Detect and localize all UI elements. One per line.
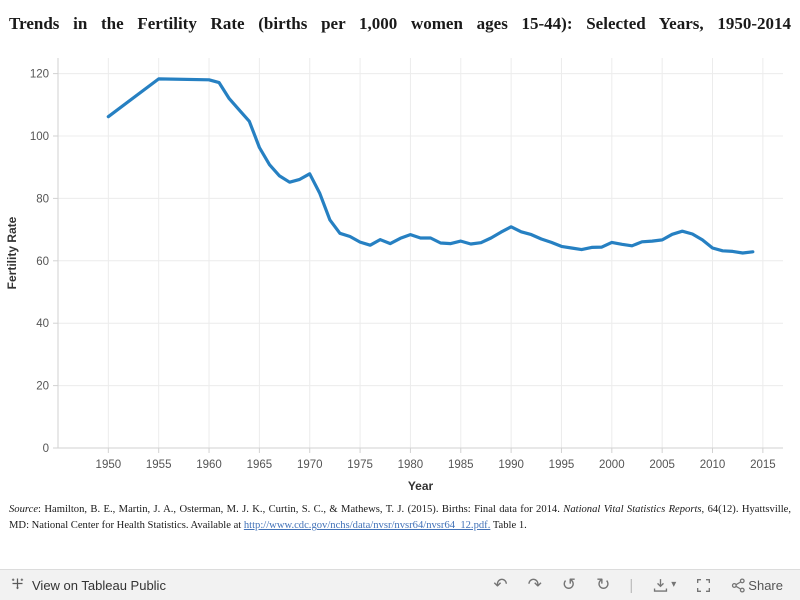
svg-text:1990: 1990 <box>498 459 524 471</box>
svg-text:1980: 1980 <box>398 459 424 471</box>
refresh-button[interactable]: ↻ <box>589 576 617 595</box>
tableau-toolbar: View on Tableau Public ↶ ↷ ↺ ↻ | ▾ <box>0 569 800 600</box>
source-label: Source <box>9 504 39 515</box>
svg-text:Fertility Rate: Fertility Rate <box>5 216 19 289</box>
svg-text:60: 60 <box>36 256 49 268</box>
svg-text:Year: Year <box>408 479 434 493</box>
fertility-rate-line-chart[interactable]: 0 20 40 60 80 100 120 1950 1955 1960 1965 1970 1975 1… <box>0 38 800 498</box>
revert-icon: ↺ <box>561 574 577 595</box>
chart-title: Trends in the Fertility Rate (births per… <box>9 14 791 33</box>
view-on-tableau-public-label: View on Tableau Public <box>32 577 166 593</box>
svg-text:0: 0 <box>43 443 49 455</box>
redo-icon: ↷ <box>527 574 542 595</box>
svg-text:20: 20 <box>36 381 49 393</box>
svg-text:80: 80 <box>36 193 49 205</box>
tableau-logo-icon <box>10 576 25 594</box>
svg-text:1965: 1965 <box>247 459 273 471</box>
source-text-1: : Hamilton, B. E., Martin, J. A., Osterm… <box>38 504 564 515</box>
refresh-icon: ↻ <box>596 574 611 595</box>
svg-text:1985: 1985 <box>448 459 474 471</box>
svg-text:40: 40 <box>36 318 49 330</box>
source-link[interactable]: http://www.cdc.gov/nchs/data/nvsr/nvsr64… <box>243 520 491 532</box>
undo-button[interactable]: ↶ <box>486 576 514 595</box>
share-button[interactable]: Share <box>724 577 790 594</box>
toolbar-actions: ↶ ↷ ↺ ↻ | ▾ <box>486 576 790 595</box>
svg-text:1950: 1950 <box>96 459 122 471</box>
redo-button[interactable]: ↷ <box>521 576 549 595</box>
svg-text:1995: 1995 <box>549 459 575 471</box>
download-button[interactable]: ▾ <box>645 577 683 594</box>
source-citation: Source: Hamilton, B. E., Martin, J. A., … <box>0 498 800 535</box>
share-icon <box>731 577 746 593</box>
undo-icon: ↶ <box>493 574 508 595</box>
source-text-2: , 64(12). Hyattsville, MD: National Cent… <box>9 504 791 532</box>
fullscreen-icon <box>696 578 711 593</box>
svg-text:2000: 2000 <box>599 459 625 471</box>
fullscreen-button[interactable] <box>689 577 718 594</box>
download-icon <box>652 578 669 593</box>
svg-text:100: 100 <box>30 131 49 143</box>
toolbar-divider: | <box>629 576 634 594</box>
source-text-3: Table 1. <box>490 520 527 532</box>
svg-text:1955: 1955 <box>146 459 172 471</box>
svg-text:1975: 1975 <box>347 459 373 471</box>
view-on-tableau-public-button[interactable]: View on Tableau Public <box>10 576 166 594</box>
svg-text:2010: 2010 <box>700 459 726 471</box>
svg-text:1970: 1970 <box>297 459 323 471</box>
svg-text:2005: 2005 <box>649 459 675 471</box>
svg-text:2015: 2015 <box>750 459 776 471</box>
svg-text:120: 120 <box>30 69 49 81</box>
svg-text:1960: 1960 <box>196 459 222 471</box>
share-label: Share <box>748 577 783 593</box>
revert-button[interactable]: ↺ <box>555 576 583 595</box>
download-caret-icon: ▾ <box>671 579 677 590</box>
source-journal: National Vital Statistics Reports <box>563 504 702 515</box>
